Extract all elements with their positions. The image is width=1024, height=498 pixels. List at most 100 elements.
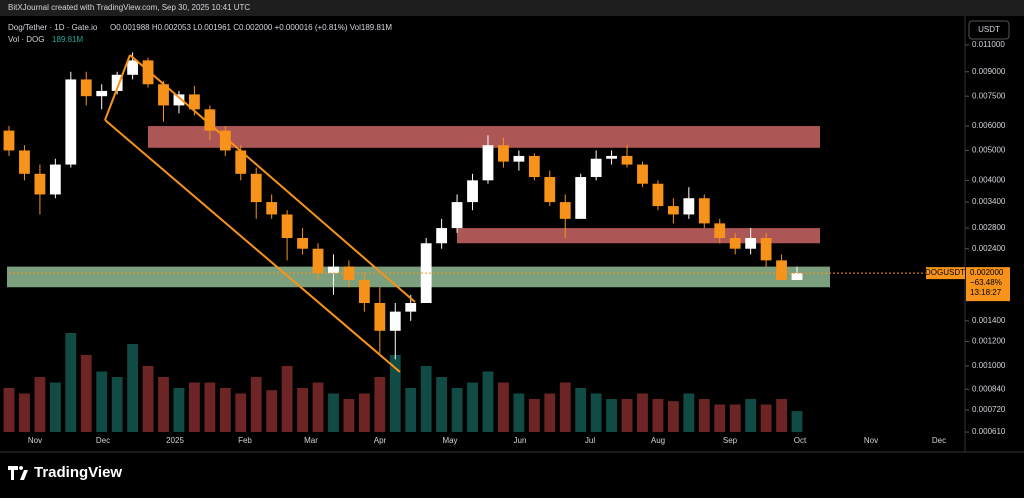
candle-body [606,155,617,159]
volume-bar [343,399,355,432]
volume-bar [281,366,293,432]
candle-body [436,228,448,244]
volume-value: 189.81M [52,35,83,44]
candle-body [389,311,401,331]
currency: USDT [978,25,1000,34]
candle-body [513,155,525,162]
candle-body [745,238,757,249]
candle-body [528,155,540,178]
candle-body [204,109,216,131]
volume-bar [791,411,803,432]
volume-bar [204,382,216,432]
candle-body [667,206,679,215]
ohlc: O0.001988 H0.002053 L0.001961 C0.002000 … [110,23,392,32]
volume-bar [667,401,679,432]
symbol: Dog/Tether · 1D · Gate.io [8,23,98,32]
volume-bar [65,333,77,432]
volume-bar [266,390,278,432]
candle-body [65,79,77,165]
x-tick-label: Apr [374,436,387,445]
y-tick-label: 0.000720 [972,405,1006,414]
candle-body [791,273,803,280]
candle-body [281,214,293,239]
channel-line [104,119,401,373]
y-tick-label: 0.007500 [972,91,1006,100]
x-tick-label: Jul [585,436,595,445]
symbol-badge [926,267,965,280]
candle-body [621,155,633,165]
volume-bar [683,393,695,432]
y-tick-label: 0.003400 [972,197,1006,206]
volume-title: Vol · DOG [8,35,44,44]
candle-body [683,198,695,215]
candle-body [127,60,139,75]
volume-bar [606,399,617,432]
volume-bar [19,393,30,432]
candle-body [158,84,169,106]
x-tick-label: Mar [304,436,318,445]
x-tick-label: May [442,436,457,445]
y-tick-label: 0.000610 [972,427,1006,436]
change-label: −63.48% [970,278,1002,287]
volume-bar [405,388,417,432]
candle-body [297,238,308,249]
x-tick-label: Dec [932,436,946,445]
volume-bar [652,399,664,432]
candle-body [80,79,92,97]
candle-body [142,60,154,85]
candle-body [3,130,15,151]
credit-bar [0,0,1024,16]
y-tick-label: 0.001400 [972,316,1006,325]
volume-bar [637,393,648,432]
candle-body [652,183,664,207]
volume-bar [389,355,401,432]
credit: BitXJournal created with TradingView.com… [8,3,250,12]
x-tick-label: Nov [864,436,878,445]
candle-body [760,238,772,261]
candle-body [266,202,278,215]
volume-bar [590,393,602,432]
volume-bar [158,377,169,432]
volume-bar [760,404,772,432]
candle-body [173,94,185,106]
candle-body [343,266,355,280]
x-tick-label: Aug [651,436,665,445]
candle-body [34,173,46,195]
candle-body [219,130,231,151]
y-tick-label: 0.004000 [972,175,1006,184]
candle-body [544,177,556,203]
volume-bar [714,404,726,432]
volume-bar [451,388,463,432]
volume-bar [219,388,231,432]
channel-line [104,54,131,121]
volume-bar [250,377,262,432]
volume-bar [34,377,46,432]
volume-bar [436,377,448,432]
candle-body [405,303,417,312]
candle-body [498,145,509,162]
symbol-label: DOGUSDT [925,268,965,277]
volume-bar [420,366,432,432]
volume-bar [776,399,787,432]
volume-bar [189,382,200,432]
zone [457,228,820,244]
candle-body [467,180,478,203]
volume-bar [374,377,386,432]
candle-body [714,223,726,239]
y-tick-label: 0.002400 [972,244,1006,253]
candle-body [559,202,571,219]
x-tick-label: Nov [28,436,42,445]
brand: TradingView [34,464,122,481]
volume-bar [3,388,15,432]
countdown-label: 13:18:27 [970,288,1002,297]
zone [7,266,830,288]
x-tick-label: Jun [514,436,527,445]
volume-bar [235,393,247,432]
volume-bar [621,399,633,432]
y-tick-label: 0.000840 [972,384,1006,393]
volume-bar [111,377,123,432]
volume-bar [297,388,308,432]
candle-body [637,164,648,184]
candle-body [575,177,587,219]
